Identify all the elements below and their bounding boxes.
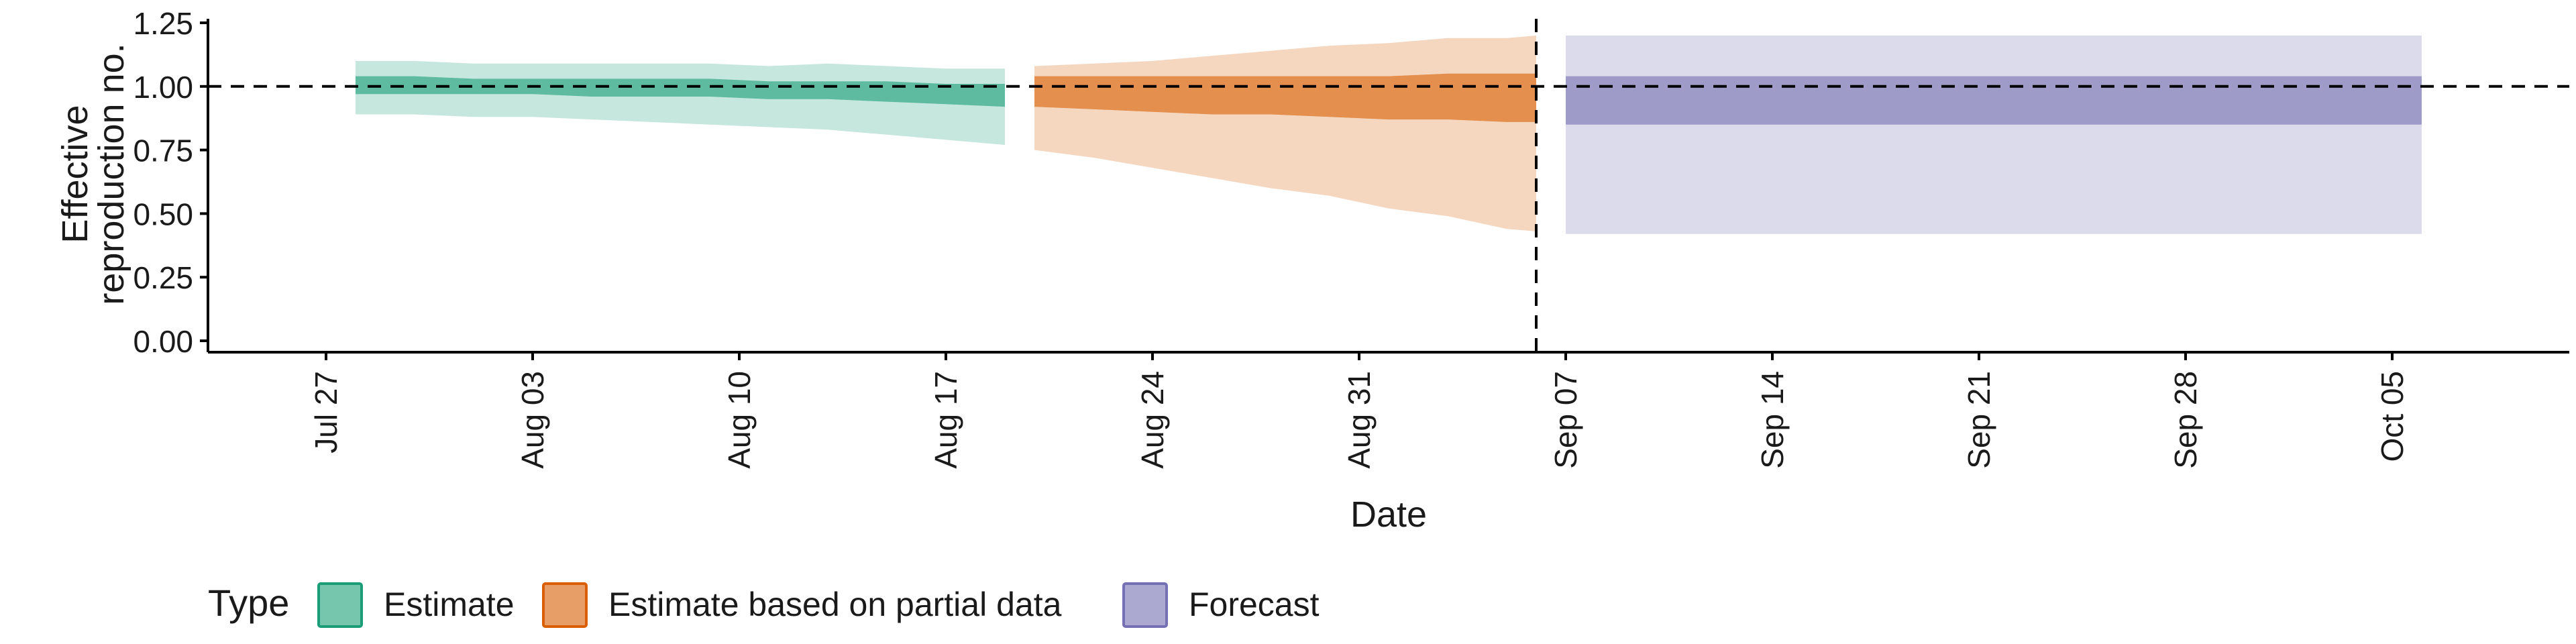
legend-item-forecast: Forecast (1122, 582, 1320, 628)
x-tick-label: Oct 05 (2375, 371, 2410, 462)
legend-label: Forecast (1189, 586, 1320, 623)
y-tick-label: 0.50 (133, 197, 193, 231)
y-axis-label-line: reproduction no. (91, 43, 131, 305)
band-outer-estimate (356, 60, 1005, 145)
x-axis-label: Date (1350, 494, 1427, 535)
x-tick-label: Aug 03 (515, 371, 550, 469)
y-tick-label: 0.75 (133, 133, 193, 168)
y-axis-label: Effectivereproduction no. (55, 43, 131, 305)
band-outer-forecast (1566, 36, 2422, 234)
chart-bands (356, 36, 2422, 234)
legend-label: Estimate (384, 586, 515, 623)
y-tick-label: 0.25 (133, 260, 193, 295)
x-tick-label: Aug 10 (722, 371, 757, 469)
legend-item-estimate: Estimate (317, 582, 515, 628)
band-inner-estimate-based-on-partial-data (1034, 73, 1536, 122)
y-tick-label: 1.25 (133, 6, 193, 41)
y-tick-label: 1.00 (133, 70, 193, 105)
x-tick-label: Aug 31 (1342, 371, 1377, 469)
band-outer-estimate-based-on-partial-data (1034, 36, 1536, 231)
legend-key (1122, 582, 1168, 628)
x-tick-label: Sep 21 (1962, 371, 1996, 469)
y-tick-label: 0.00 (133, 324, 193, 359)
x-tick-label: Sep 07 (1548, 371, 1583, 469)
legend-key (542, 582, 588, 628)
x-tick-label: Sep 28 (2168, 371, 2203, 469)
legend-label: Estimate based on partial data (608, 586, 1062, 623)
band-inner-forecast (1566, 76, 2422, 125)
x-tick-label: Aug 24 (1135, 371, 1170, 469)
legend-key (317, 582, 363, 628)
legend-title: Type (208, 582, 289, 624)
y-axis-label-line: Effective (55, 105, 95, 243)
legend-item-estimate-based-on-partial-data: Estimate based on partial data (542, 582, 1062, 628)
axes: 0.00 0.25 0.50 0.75 1.00 1.25 Jul 27 Aug 03 Aug … (133, 6, 2569, 469)
x-tick-label: Sep 14 (1755, 371, 1790, 469)
legend: Type Estimate Estimate based on partial da… (208, 582, 1320, 628)
band-inner-estimate (356, 76, 1005, 107)
x-tick-label: Jul 27 (309, 371, 343, 453)
x-tick-label: Aug 17 (928, 371, 963, 469)
